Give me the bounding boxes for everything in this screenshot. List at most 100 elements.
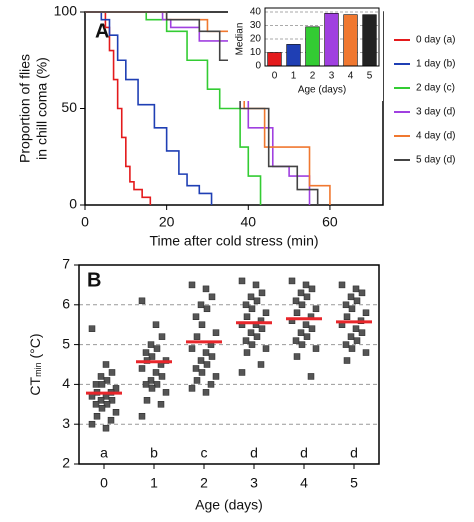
group-letter: d — [300, 445, 308, 461]
bar — [343, 14, 358, 67]
data-point — [142, 349, 150, 356]
data-point — [147, 341, 155, 348]
data-point — [138, 412, 146, 420]
data-point — [338, 281, 346, 289]
x-axis-label: Age (days) — [195, 497, 263, 513]
data-point — [188, 281, 196, 289]
data-point — [153, 381, 161, 388]
legend-label: 2 day (c) — [416, 83, 455, 94]
x-tick-label: 4 — [348, 71, 354, 82]
data-point — [202, 349, 210, 356]
data-point — [358, 329, 366, 336]
data-point — [112, 385, 120, 392]
data-point — [193, 377, 201, 384]
survival-curve — [85, 11, 262, 205]
data-point — [243, 349, 251, 356]
data-point — [108, 369, 116, 376]
data-point — [147, 377, 155, 384]
data-point — [238, 369, 246, 376]
data-point — [143, 397, 151, 404]
inset-frame — [264, 7, 380, 67]
data-point — [253, 333, 261, 340]
data-point — [202, 389, 210, 396]
x-tick-label: 0 — [272, 71, 278, 82]
data-point — [198, 369, 206, 376]
data-point — [308, 325, 316, 332]
x-tick-label: 5 — [350, 475, 358, 491]
data-point — [238, 277, 246, 285]
data-point — [248, 305, 256, 313]
data-point — [93, 412, 101, 420]
group-letter: d — [250, 445, 258, 461]
data-point — [138, 297, 146, 305]
data-point — [308, 285, 316, 293]
data-point — [138, 365, 146, 372]
data-point — [188, 385, 196, 392]
bar — [324, 13, 339, 67]
data-point — [362, 309, 370, 317]
data-point — [247, 329, 255, 336]
data-point — [258, 325, 266, 332]
y-axis-label: Median — [235, 23, 246, 56]
panel-label: B — [87, 269, 101, 291]
legend-label: 1 day (b) — [416, 59, 455, 70]
data-point — [242, 301, 250, 309]
data-point — [247, 293, 255, 301]
x-axis-label: Time after cold stress (min) — [149, 233, 318, 249]
y-tick-label: 0 — [255, 61, 261, 72]
data-point — [212, 373, 220, 380]
data-point — [198, 321, 206, 328]
x-tick-label: 40 — [240, 214, 256, 230]
data-point — [107, 416, 115, 424]
data-point — [343, 357, 351, 364]
data-point — [347, 333, 355, 340]
data-point — [98, 381, 106, 388]
data-point — [303, 333, 311, 340]
data-point — [207, 381, 215, 388]
legend-label: 0 day (a) — [416, 35, 455, 46]
y-tick-label: 6 — [62, 296, 70, 312]
data-point — [203, 305, 211, 313]
data-point — [252, 281, 260, 289]
x-tick-label: 3 — [329, 71, 335, 82]
data-point — [148, 353, 156, 360]
y-tick-label: 2 — [62, 455, 70, 471]
data-point — [347, 293, 355, 301]
ylabel-unit: (°C) — [27, 333, 43, 362]
data-point — [92, 381, 100, 388]
data-point — [208, 353, 216, 360]
data-point — [312, 345, 320, 352]
x-tick-label: 1 — [291, 71, 297, 82]
data-point — [97, 373, 105, 380]
data-point — [362, 349, 370, 356]
data-point — [353, 297, 361, 305]
data-point — [288, 277, 296, 285]
data-point — [203, 361, 211, 368]
bar — [305, 26, 320, 67]
data-point — [297, 289, 305, 297]
x-tick-label: 2 — [200, 475, 208, 491]
y-axis-label: Proportion of flies — [17, 54, 33, 163]
data-point — [293, 309, 301, 317]
legend-label: 5 day (d) — [416, 155, 455, 166]
data-point — [152, 321, 160, 328]
data-point — [353, 337, 361, 344]
group-letter: c — [201, 445, 208, 461]
data-point — [343, 313, 351, 320]
legend-label: 4 day (d) — [416, 131, 455, 142]
data-point — [292, 337, 300, 344]
data-point — [253, 297, 261, 305]
data-point — [152, 369, 160, 376]
y-tick-label: 20 — [250, 34, 262, 45]
data-point — [312, 305, 320, 313]
x-tick-label: 0 — [81, 214, 89, 230]
ylabel-sub: min — [33, 362, 43, 377]
ylabel-main: CT — [27, 376, 43, 395]
x-tick-label: 5 — [367, 71, 373, 82]
data-point — [242, 337, 250, 344]
data-point — [293, 353, 301, 360]
data-point — [188, 345, 196, 352]
data-point — [88, 420, 96, 428]
data-point — [142, 381, 150, 388]
x-tick-label: 2 — [310, 71, 316, 82]
